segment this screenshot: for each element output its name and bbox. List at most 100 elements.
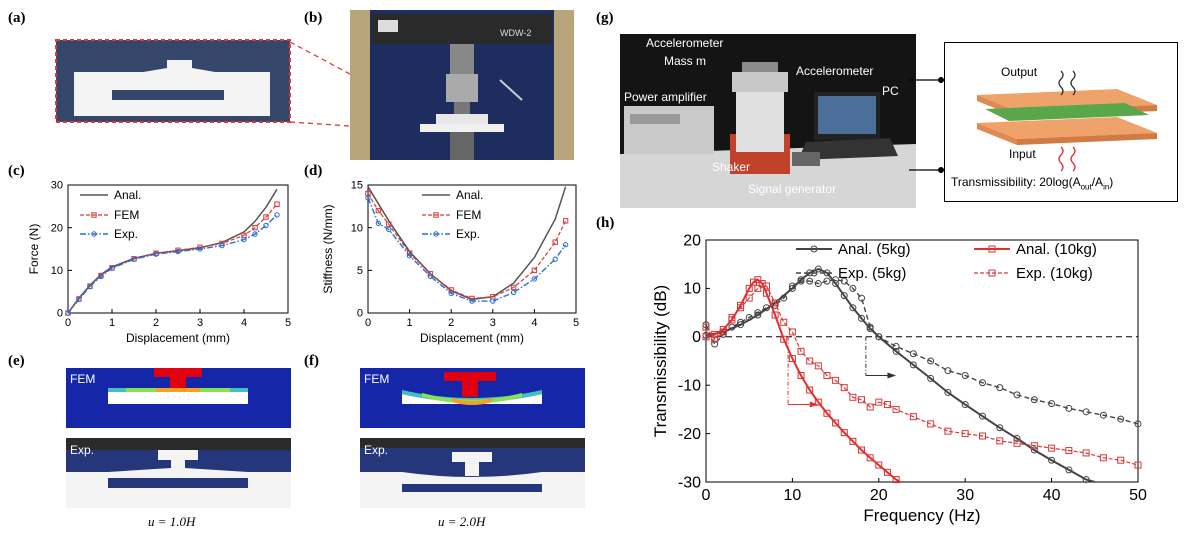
caption-f: u = 2.0H bbox=[438, 514, 486, 529]
data-point bbox=[866, 403, 874, 411]
data-point bbox=[1099, 454, 1107, 462]
data-point bbox=[711, 335, 719, 343]
data-point bbox=[109, 265, 115, 271]
x-tick-label: 2 bbox=[153, 317, 159, 329]
specimen-slot bbox=[112, 90, 224, 100]
data-point bbox=[771, 299, 779, 307]
data-point bbox=[780, 318, 788, 326]
data-point bbox=[1134, 461, 1142, 469]
series-line bbox=[705, 285, 1139, 466]
data-point bbox=[840, 292, 848, 300]
data-point bbox=[406, 253, 413, 259]
data-point bbox=[806, 277, 814, 285]
legend: Anal. FEM Exp. bbox=[422, 188, 483, 241]
data-point bbox=[961, 401, 969, 409]
label-power-amplifier: Power amplifier bbox=[624, 90, 707, 104]
data-point bbox=[849, 393, 857, 401]
series-0 bbox=[702, 265, 1096, 484]
data-point bbox=[1030, 396, 1038, 404]
legend-marker bbox=[810, 245, 818, 253]
x-tick-label: 2 bbox=[448, 317, 454, 329]
transmissibility-schematic: Output Input Transmissibility: 20log(Aou… bbox=[944, 42, 1178, 202]
legend-label: Exp. (10kg) bbox=[1016, 265, 1093, 282]
shift-arrow-10kg bbox=[787, 336, 819, 408]
series-line bbox=[67, 203, 278, 314]
data-point bbox=[745, 294, 753, 302]
legend-label: Exp. bbox=[114, 227, 138, 241]
label-shaker: Shaker bbox=[712, 160, 751, 174]
x-tick-label: 5 bbox=[573, 317, 579, 329]
data-point bbox=[978, 432, 986, 440]
data-point bbox=[832, 276, 840, 284]
data-point bbox=[448, 290, 454, 297]
schematic-output-label: Output bbox=[1001, 65, 1038, 79]
data-point bbox=[883, 401, 891, 409]
force-displacement-chart: 0 1 2 3 4 5 0 10 20 30 Displacement (mm) Force (N) A… bbox=[27, 180, 291, 345]
test-machine-photo: WDW-2 bbox=[350, 10, 574, 160]
data-point bbox=[728, 313, 736, 321]
x-tick-label: 5 bbox=[285, 317, 291, 329]
x-tick-label: 4 bbox=[241, 317, 247, 329]
data-point bbox=[1013, 439, 1021, 447]
y-axis-label: Force (N) bbox=[27, 224, 41, 275]
data-point bbox=[87, 283, 93, 290]
y-tick-label: 0 bbox=[57, 308, 63, 320]
panel-label-b: (b) bbox=[304, 10, 323, 26]
photo-schematic-connectors bbox=[909, 77, 944, 173]
data-point bbox=[274, 201, 280, 207]
machine-label: WDW-2 bbox=[500, 28, 531, 38]
legend-label: Exp. bbox=[456, 227, 480, 241]
panel-label-c: (c) bbox=[8, 163, 25, 179]
data-point bbox=[1082, 449, 1090, 457]
data-point bbox=[909, 361, 917, 369]
legend-marker bbox=[988, 245, 996, 253]
x-tick-label: 1 bbox=[109, 317, 115, 329]
data-point bbox=[832, 419, 840, 427]
data-point bbox=[386, 221, 392, 227]
legend-label: Anal. (5kg) bbox=[838, 241, 911, 258]
data-point bbox=[76, 296, 82, 303]
data-point bbox=[728, 323, 736, 331]
data-point bbox=[754, 284, 762, 292]
schematic-input-label: Input bbox=[1009, 147, 1036, 161]
fem-label-f: FEM bbox=[364, 372, 389, 386]
data-point bbox=[1048, 400, 1056, 408]
data-point bbox=[510, 289, 517, 296]
label-signal-generator: Signal generator bbox=[748, 182, 837, 196]
data-point bbox=[758, 280, 766, 288]
data-point bbox=[780, 335, 788, 343]
x-axis-label: Displacement (mm) bbox=[126, 331, 230, 345]
data-point bbox=[1030, 442, 1038, 450]
y-tick-label: 20 bbox=[683, 232, 701, 249]
data-point bbox=[1134, 420, 1142, 428]
transmissibility-chart: 0 10 20 30 40 50 -30 -20 -10 0 10 20 Frequency (Hz) T… bbox=[651, 232, 1147, 525]
data-point bbox=[892, 476, 900, 484]
plot-frame bbox=[67, 184, 289, 314]
y-tick-label: -10 bbox=[678, 378, 701, 395]
shift-arrow-5kg bbox=[865, 336, 897, 379]
data-point bbox=[814, 362, 822, 370]
legend-marker bbox=[91, 212, 97, 218]
data-point bbox=[448, 287, 454, 293]
y-tick-label: 10 bbox=[351, 222, 363, 234]
data-point bbox=[797, 372, 805, 380]
data-point bbox=[263, 214, 269, 220]
data-point bbox=[531, 276, 538, 282]
data-point bbox=[745, 284, 753, 292]
data-point bbox=[552, 239, 558, 245]
data-point bbox=[858, 294, 866, 302]
data-point bbox=[98, 273, 104, 280]
y-tick-label: 20 bbox=[51, 222, 63, 234]
specimen-beam bbox=[120, 60, 238, 84]
data-point bbox=[754, 276, 762, 284]
data-point bbox=[1065, 404, 1073, 412]
data-point bbox=[175, 248, 181, 255]
data-point bbox=[762, 289, 770, 297]
data-point bbox=[702, 333, 710, 341]
experiment-setup-photo: Accelerometer Mass m Accelerometer Power… bbox=[620, 34, 916, 208]
data-point bbox=[814, 398, 822, 406]
data-point bbox=[875, 461, 883, 469]
data-point bbox=[978, 412, 986, 420]
data-point bbox=[427, 273, 434, 280]
x-tick-label: 4 bbox=[531, 317, 537, 329]
